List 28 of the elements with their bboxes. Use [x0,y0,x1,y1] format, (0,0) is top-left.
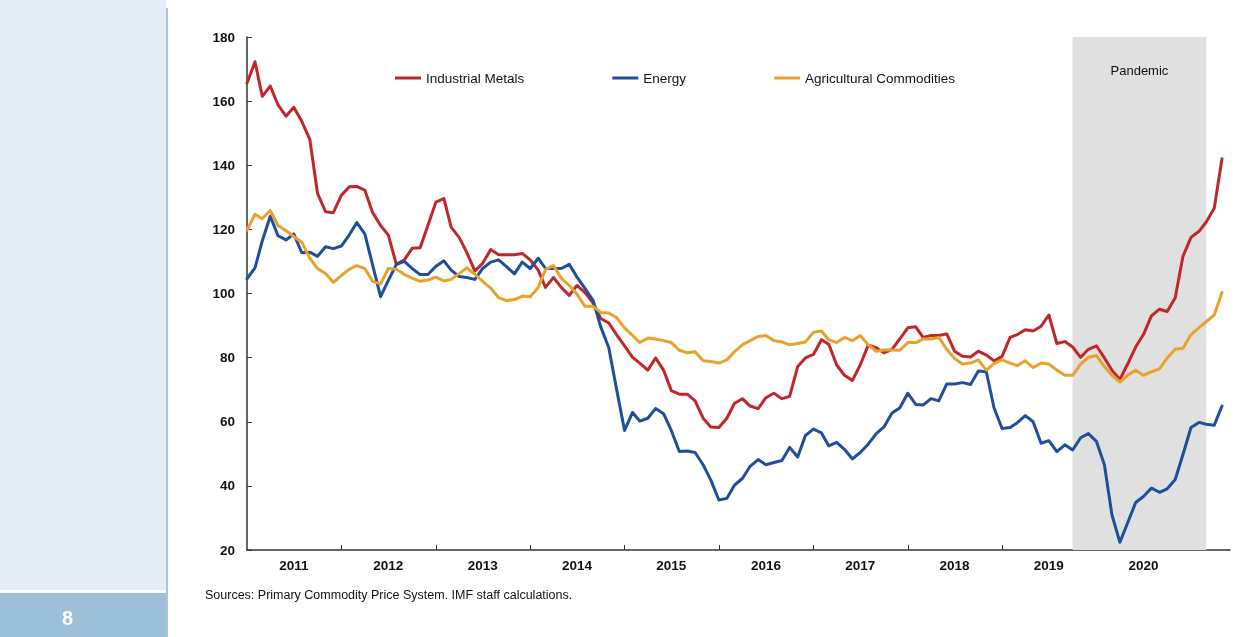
y-tick-label: 120 [212,221,235,237]
y-tick-label: 40 [219,478,235,494]
legend-label: Industrial Metals [426,70,525,86]
y-tick-label: 100 [212,286,235,301]
y-tick-label: 160 [212,93,235,109]
x-tick-label: 2011 [279,557,309,573]
y-tick-label: 20 [219,542,235,558]
band-label: Pandemic [1110,63,1169,78]
x-tick-label: 2013 [467,557,499,573]
x-tick-label: 2019 [1033,557,1064,573]
legend-label: Energy [643,70,687,86]
x-tick-label: 2020 [1128,557,1159,573]
x-tick-label: 2015 [656,557,687,573]
legend-label: Agricultural Commodities [805,70,956,86]
x-tick-label: 2017 [845,557,876,573]
y-tick-label: 140 [212,157,235,173]
text: 8 [62,607,74,630]
x-tick-label: 2012 [373,557,404,573]
line-series [245,214,1224,544]
source-note: Sources: Primary Commodity Price System. IMF staff calculations. [205,588,573,602]
y-tick-label: 180 [212,29,235,45]
line-series [245,60,1224,430]
x-tick-label: 2016 [750,557,782,573]
x-tick-label: 2018 [939,557,971,573]
line-series [245,208,1224,384]
x-tick-label: 2014 [561,557,593,573]
y-tick-label: 60 [219,414,235,430]
y-tick-label: 80 [219,350,235,366]
